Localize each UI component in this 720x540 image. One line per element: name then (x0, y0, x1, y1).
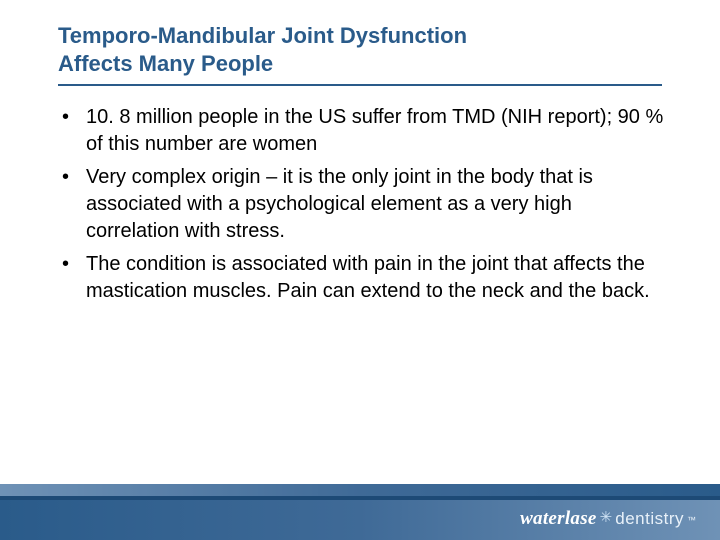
bullet-marker: • (58, 164, 86, 245)
bullet-list: • 10. 8 million people in the US suffer … (58, 104, 668, 311)
bullet-text: Very complex origin – it is the only joi… (86, 164, 668, 245)
bullet-text: The condition is associated with pain in… (86, 251, 668, 305)
trademark-icon: ™ (687, 515, 696, 525)
title-underline (58, 84, 662, 86)
title-line-1: Temporo-Mandibular Joint Dysfunction (58, 23, 467, 48)
slide: Temporo-Mandibular Joint Dysfunction Aff… (0, 0, 720, 540)
list-item: • 10. 8 million people in the US suffer … (58, 104, 668, 158)
footer-band-top (0, 484, 720, 496)
list-item: • The condition is associated with pain … (58, 251, 668, 305)
slide-title: Temporo-Mandibular Joint Dysfunction Aff… (58, 22, 658, 77)
logo-word-1: waterlase (520, 508, 597, 530)
list-item: • Very complex origin – it is the only j… (58, 164, 668, 245)
sparkle-icon: ✳ (600, 508, 613, 526)
bullet-marker: • (58, 251, 86, 305)
logo-word-2: dentistry (615, 509, 684, 529)
footer-band: waterlase ✳ dentistry ™ (0, 484, 720, 540)
title-line-2: Affects Many People (58, 51, 273, 76)
bullet-marker: • (58, 104, 86, 158)
bullet-text: 10. 8 million people in the US suffer fr… (86, 104, 668, 158)
brand-logo: waterlase ✳ dentistry ™ (520, 508, 696, 530)
